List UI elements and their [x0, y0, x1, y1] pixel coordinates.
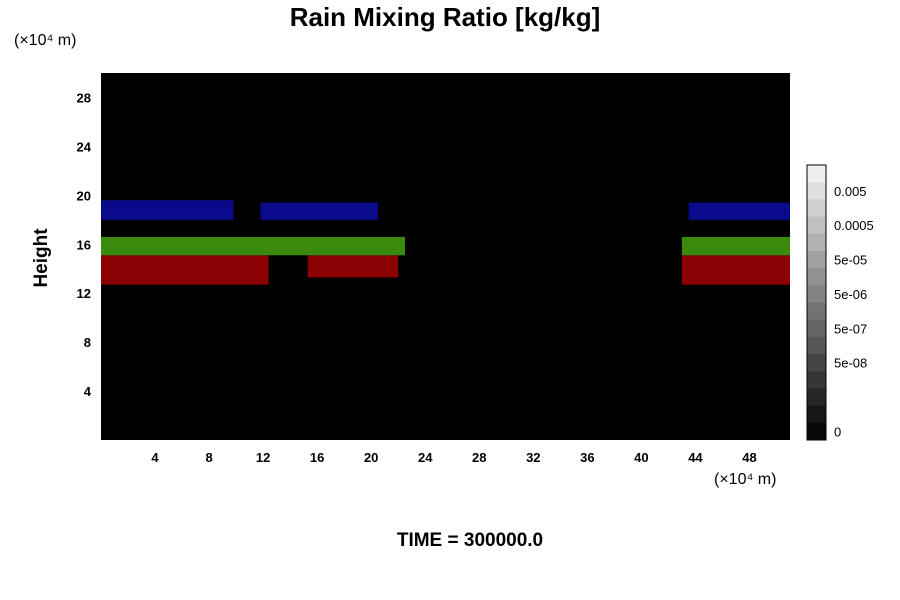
colorbar-label: 5e-05	[834, 253, 867, 268]
rain-region-3	[101, 236, 405, 256]
y-tick-label: 20	[77, 188, 91, 203]
x-tick-label: 28	[472, 450, 486, 465]
y-tick-label: 8	[84, 335, 91, 350]
colorbar-swatch	[807, 302, 826, 321]
rain-region-6	[260, 202, 378, 220]
colorbar-swatch	[807, 336, 826, 355]
colorbar-swatch	[807, 371, 826, 389]
colorbar-swatch	[807, 354, 826, 372]
x-tick-label: 8	[205, 450, 212, 465]
colorbar-swatch	[807, 405, 826, 424]
colorbar-swatch	[807, 182, 826, 200]
colorbar-label: 0	[834, 424, 841, 439]
time-label: TIME = 300000.0	[396, 530, 544, 551]
y-tick-label: 12	[77, 286, 91, 301]
y-tick-label: 4	[84, 384, 92, 399]
x-tick-label: 20	[364, 450, 378, 465]
rain-region-1	[307, 255, 399, 278]
y-axis-unit: (×10⁴ m)	[14, 32, 77, 49]
rain-region-7	[688, 202, 790, 220]
colorbar-frame	[806, 164, 827, 441]
chart-title: Rain Mixing Ratio [kg/kg]	[289, 2, 601, 32]
colorbar-label: 5e-08	[834, 356, 867, 371]
x-axis-unit: (×10⁴ m)	[714, 471, 777, 488]
colorbar-label: 5e-06	[834, 287, 867, 302]
x-tick-label: 40	[634, 450, 648, 465]
colorbar-swatch	[807, 216, 826, 235]
colorbar-swatch	[807, 422, 826, 441]
colorbar-swatch	[807, 319, 826, 338]
colorbar-swatch	[807, 233, 826, 252]
x-tick-label: 24	[418, 450, 433, 465]
y-tick-label: 16	[77, 237, 91, 252]
rain-region-4	[681, 236, 790, 256]
colorbar-swatch	[807, 285, 826, 303]
rain-region-5	[101, 200, 234, 220]
y-tick-label: 28	[77, 90, 91, 105]
x-tick-label: 4	[151, 450, 159, 465]
colorbar-swatch	[807, 250, 826, 269]
x-tick-label: 36	[580, 450, 594, 465]
y-tick-label: 24	[77, 139, 92, 154]
x-tick-label: 12	[256, 450, 270, 465]
x-tick-label: 16	[310, 450, 324, 465]
colorbar-swatch	[807, 268, 826, 286]
colorbar-label: 0.005	[834, 184, 867, 199]
colorbar-swatch	[807, 199, 826, 218]
rain-region-0	[101, 255, 269, 285]
colorbar-label: 0.0005	[834, 218, 874, 233]
rain-regions	[101, 200, 790, 285]
x-tick-label: 48	[742, 450, 756, 465]
colorbar-swatch	[807, 388, 826, 407]
rain-region-2	[681, 255, 790, 285]
x-axis-ticks: 4 8 12 16 20 24 28 32 36 40 44 48	[151, 450, 756, 465]
y-axis-ticks: 4 8 12 16 20 24 28	[77, 90, 92, 399]
x-tick-label: 32	[526, 450, 540, 465]
colorbar-label: 5e-07	[834, 321, 867, 336]
colorbar-swatch	[807, 165, 826, 183]
x-tick-label: 44	[688, 450, 703, 465]
colorbar: 0.005 0.0005 5e-05 5e-06 5e-07 5e-08 0	[806, 164, 874, 441]
